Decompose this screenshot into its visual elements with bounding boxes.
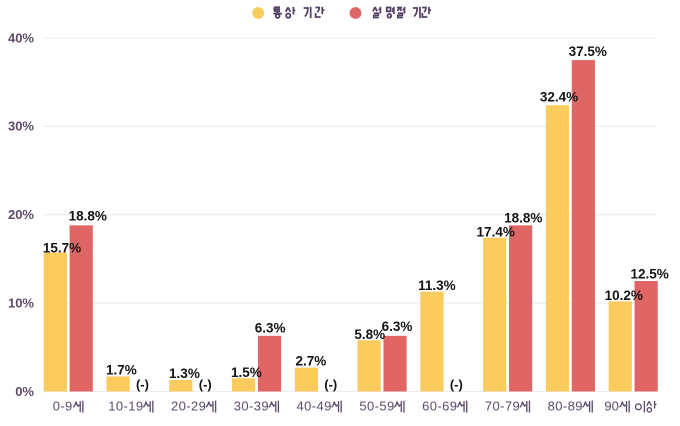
svg-text:5.8%: 5.8% [354, 327, 385, 342]
svg-text:70-79: 70-79 [485, 399, 520, 414]
svg-text:2.7%: 2.7% [295, 354, 326, 369]
svg-text:10.2%: 10.2% [605, 288, 643, 303]
svg-text:20-29: 20-29 [171, 399, 206, 414]
svg-text:32.4%: 32.4% [540, 89, 578, 104]
svg-text:50-59: 50-59 [359, 399, 394, 414]
svg-text:1.3%: 1.3% [169, 366, 200, 381]
svg-text:30%: 30% [8, 119, 34, 134]
svg-text:6.3%: 6.3% [382, 319, 413, 334]
svg-text:6.3%: 6.3% [255, 320, 286, 335]
svg-text:20%: 20% [8, 207, 34, 222]
svg-text:1.5%: 1.5% [231, 365, 262, 380]
svg-text:(-): (-) [199, 377, 212, 392]
svg-text:11.3%: 11.3% [418, 278, 456, 293]
svg-text:80-89: 80-89 [548, 399, 583, 414]
svg-text:30-39: 30-39 [234, 399, 269, 414]
svg-text:17.4%: 17.4% [477, 225, 515, 240]
svg-text:90: 90 [604, 399, 618, 414]
svg-text:18.8%: 18.8% [504, 210, 542, 225]
svg-text:10-19: 10-19 [108, 399, 143, 414]
svg-text:18.8%: 18.8% [69, 208, 107, 223]
svg-text:1.7%: 1.7% [106, 362, 137, 377]
svg-text:(-): (-) [324, 377, 337, 392]
svg-text:12.5%: 12.5% [630, 266, 668, 281]
svg-text:40-49: 40-49 [297, 399, 332, 414]
svg-text:10%: 10% [8, 295, 34, 310]
svg-text:15.7%: 15.7% [43, 240, 81, 255]
svg-text:60-69: 60-69 [422, 399, 457, 414]
svg-text:0-9: 0-9 [53, 399, 73, 414]
svg-text:(-): (-) [136, 377, 149, 392]
svg-text:0%: 0% [15, 384, 34, 399]
svg-text:37.5%: 37.5% [569, 44, 607, 59]
svg-text:(-): (-) [450, 377, 463, 392]
svg-text:40%: 40% [8, 30, 34, 45]
